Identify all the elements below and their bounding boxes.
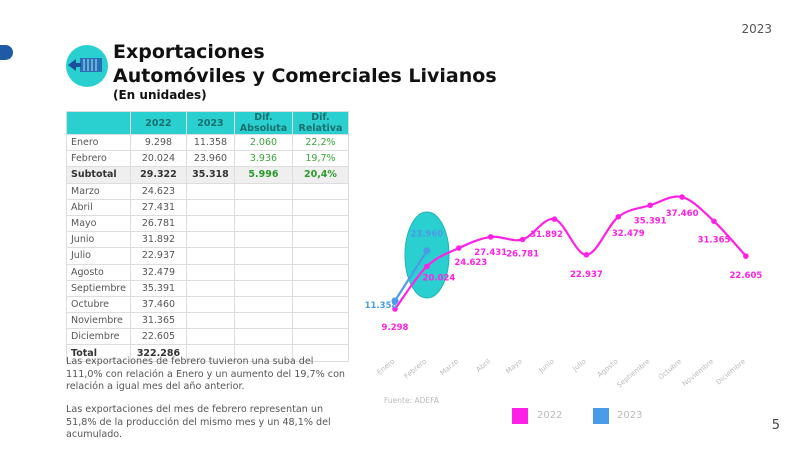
- table-cell: [291, 344, 349, 362]
- data-label-2022: 35.391: [634, 216, 667, 226]
- x-tick-label: Noviembre: [681, 357, 715, 388]
- x-tick-label: Marzo: [439, 357, 460, 377]
- data-label-2023: 23.960: [410, 230, 443, 240]
- x-tick-label: Enero: [376, 357, 397, 376]
- table-row: Octubre 37.460: [66, 295, 349, 314]
- data-label-2022: 9.298: [382, 323, 409, 333]
- data-label-2023: 11.358: [365, 301, 398, 311]
- data-point-2022: [551, 216, 558, 222]
- year-label: 2023: [741, 22, 772, 36]
- x-tick-label: Diciembre: [715, 357, 748, 386]
- data-point-2022: [424, 263, 430, 270]
- x-tick-label: Octubre: [657, 357, 684, 381]
- data-point-2022: [647, 202, 653, 209]
- note-2: Las exportaciones del mes de febrero rep…: [66, 404, 331, 440]
- column-header: Dif. Relativa: [291, 111, 349, 135]
- table-cell: 20,4%: [291, 166, 349, 184]
- x-tick-label: Mayo: [504, 357, 524, 375]
- data-point-2022: [711, 218, 717, 225]
- data-label-2022: 32.479: [612, 229, 645, 239]
- note-1: Las exportaciones de febrero tuvieron un…: [66, 356, 346, 392]
- table-cell: Subtotal: [66, 166, 131, 184]
- column-header: Dif. Absoluta: [233, 111, 293, 135]
- table-cell: 5.996: [233, 166, 293, 184]
- x-tick-label: Junio: [537, 357, 556, 375]
- data-label-2022: 20.024: [422, 273, 455, 283]
- page-number: 5: [771, 418, 780, 433]
- x-tick-label: Agosto: [596, 357, 620, 379]
- data-label-2022: 27.431: [474, 248, 507, 258]
- data-label-2022: 22.937: [570, 270, 603, 280]
- table-cell: 29.322: [129, 166, 187, 184]
- data-point-2022: [487, 234, 494, 240]
- table-row: Subtotal 29.322 35.318 5.996 20,4%: [66, 166, 349, 184]
- data-point-2022: [679, 194, 685, 200]
- data-point-2023: [391, 297, 399, 305]
- data-point-2022: [392, 306, 398, 312]
- column-header: 2022: [129, 111, 187, 135]
- source-label: Fuente: ADEFA: [384, 396, 439, 405]
- legend-label-2022: 2022: [537, 410, 563, 421]
- table-row: Enero 9.298 11.358 2.060 22,2%: [66, 133, 349, 152]
- x-tick-label: Abril: [475, 357, 492, 373]
- legend-swatch-2022: [512, 408, 528, 424]
- x-tick-label: Febrero: [403, 357, 428, 380]
- data-point-2022: [583, 251, 590, 258]
- column-header: 2023: [185, 111, 235, 135]
- data-point-2022: [519, 236, 526, 243]
- page-title: Exportaciones Automóviles y Comerciales L…: [113, 41, 497, 87]
- table-cell: 22,2%: [291, 133, 349, 152]
- page-subtitle: (En unidades): [113, 88, 207, 102]
- highlight-ellipse: [404, 211, 450, 299]
- legend-swatch-2023: [593, 408, 609, 424]
- exports-table: 2022 2023 Dif. Absoluta Dif. Relativa Enero…: [66, 111, 349, 362]
- data-label-2022: 26.781: [506, 249, 539, 259]
- data-label-2022: 31.365: [698, 235, 731, 245]
- data-label-2022: 31.892: [530, 230, 563, 240]
- table-row: Noviembre 31.365: [66, 312, 349, 330]
- data-label-2022: 37.460: [666, 209, 699, 219]
- table-row: Total 322.286: [66, 344, 349, 362]
- shipping-container-export-icon: [66, 45, 108, 87]
- x-tick-label: Julio: [571, 357, 588, 373]
- column-header: [66, 111, 131, 135]
- data-point-2022: [615, 214, 622, 220]
- data-point-2022: [456, 245, 462, 251]
- data-label-2022: 22.605: [729, 271, 762, 281]
- data-point-2023: [423, 247, 431, 255]
- series-line-2022: [394, 195, 747, 310]
- data-point-2022: [743, 253, 749, 259]
- x-tick-label: Septiembre: [615, 357, 651, 389]
- series-line-2023: [394, 250, 428, 302]
- side-tab: [0, 45, 13, 60]
- data-label-2022: 24.623: [454, 258, 487, 268]
- legend-label-2023: 2023: [617, 410, 643, 421]
